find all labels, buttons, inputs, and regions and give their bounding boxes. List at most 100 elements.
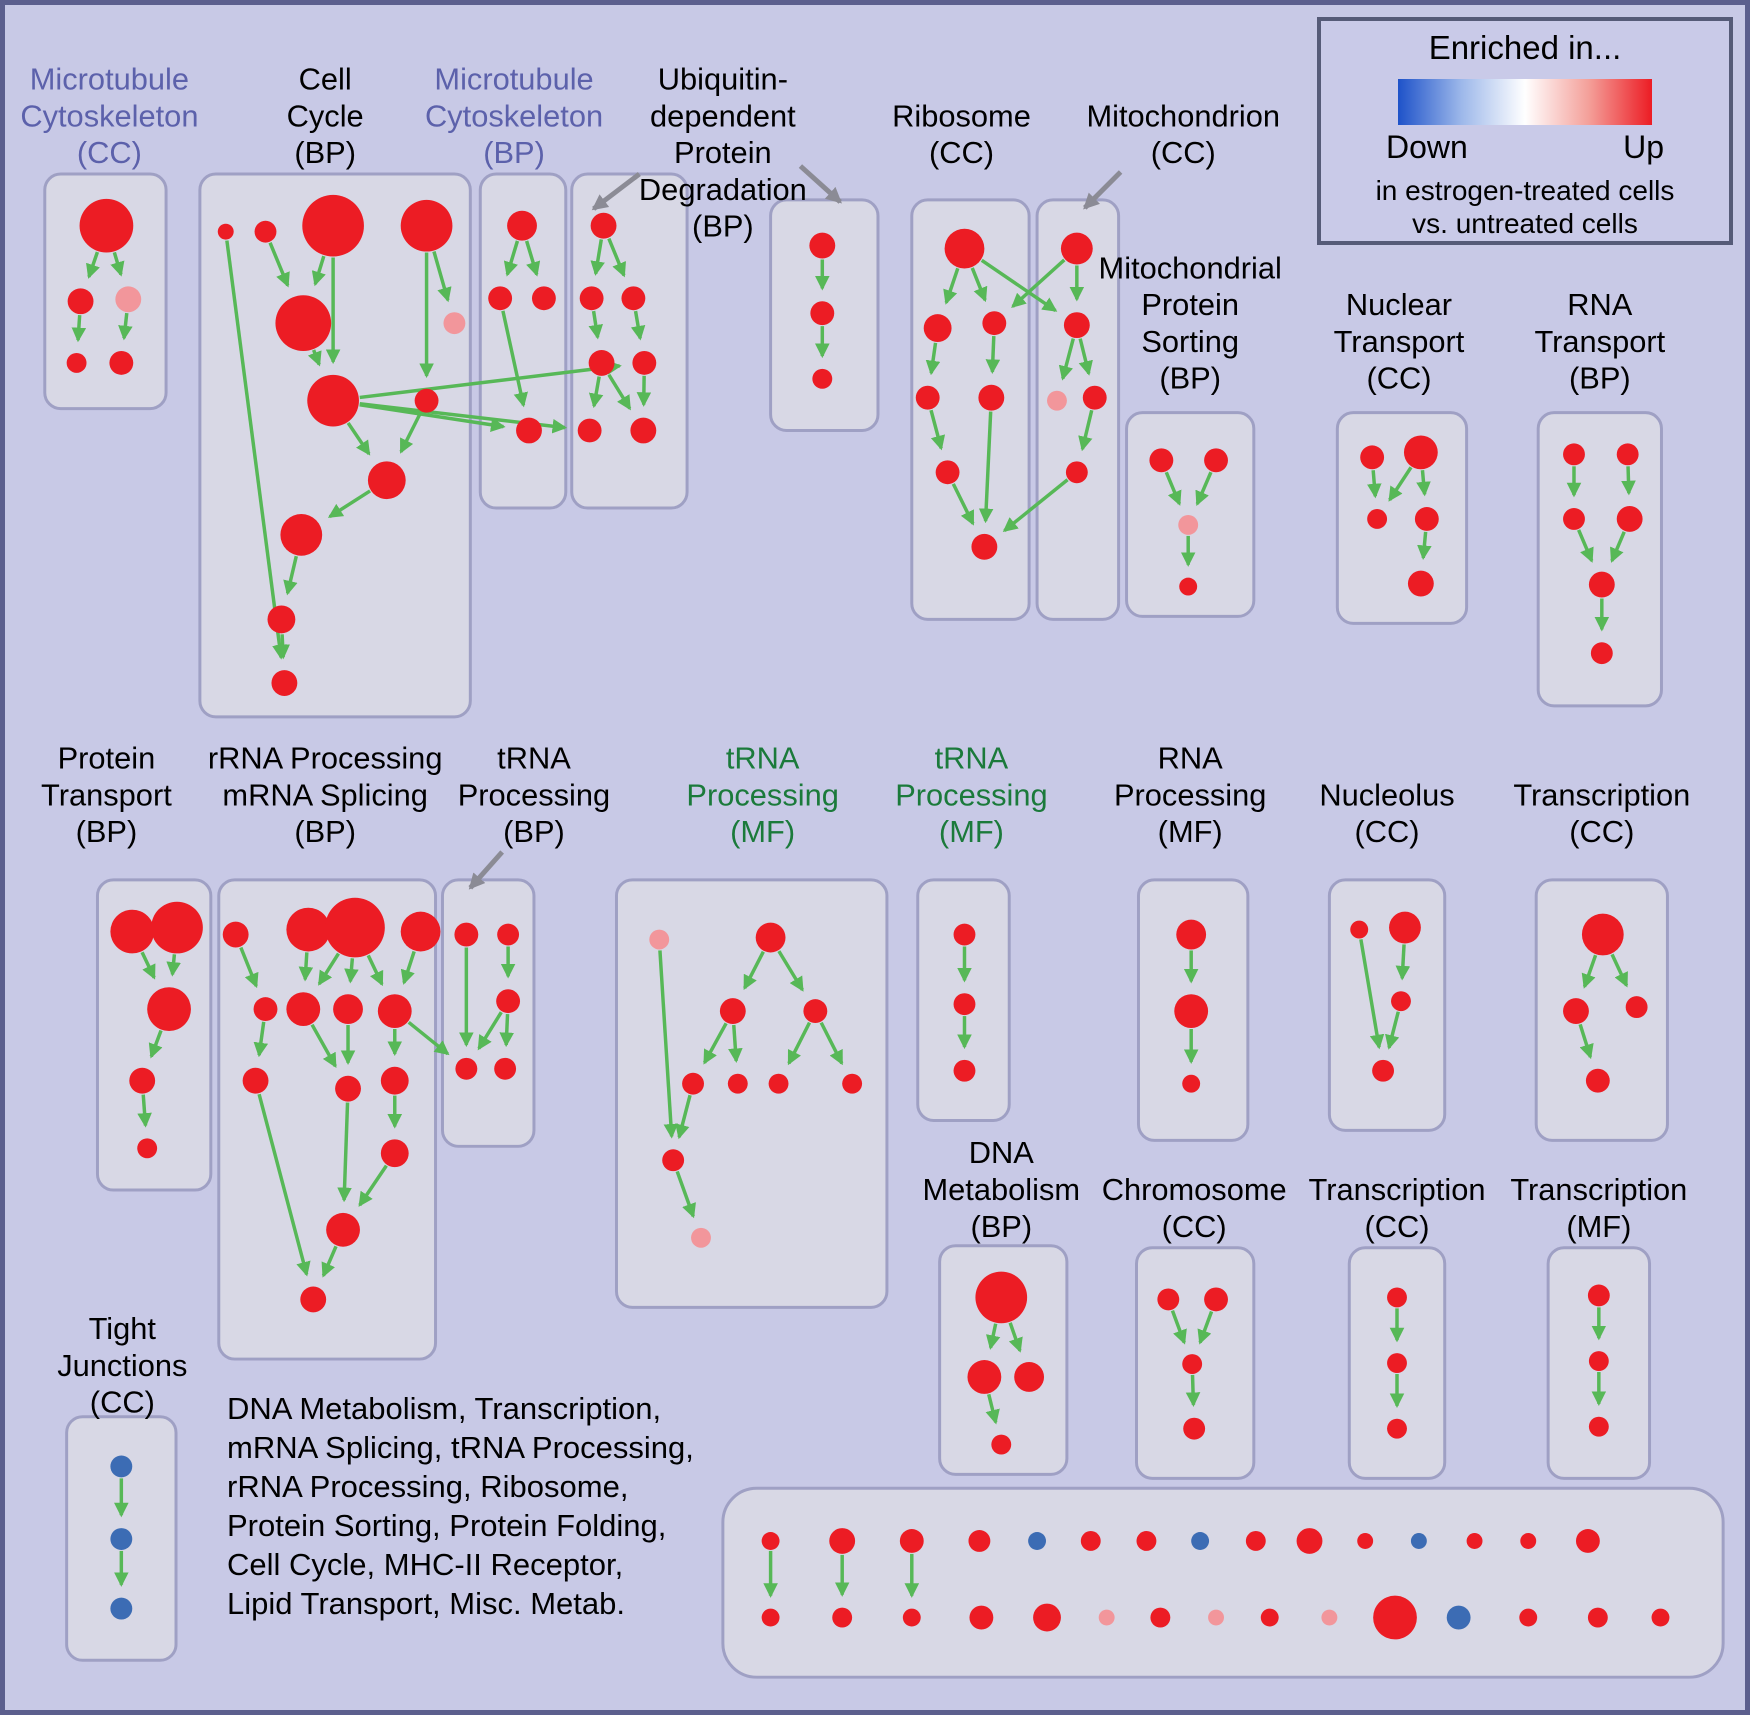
cluster-label-cell-cycle-bp: Cell Cycle (BP) — [287, 62, 364, 171]
network-diagram-canvas: Microtubule Cytoskeleton (CC) Cell Cycle (BP)… — [20, 62, 1725, 1679]
edge-arrow — [346, 421, 371, 456]
go-term-node — [1414, 507, 1439, 531]
go-term-node — [1519, 1608, 1538, 1627]
go-term-node — [809, 232, 836, 259]
edge-arrow — [925, 342, 941, 376]
edge-arrow — [978, 411, 994, 524]
go-term-node — [1387, 1287, 1407, 1308]
go-term-node — [1047, 390, 1067, 411]
cluster-label-chromosome-cc: Chromosome (CC) — [1102, 1172, 1287, 1244]
edge-arrow — [432, 251, 452, 303]
cluster-label-transcription-cc-2: Transcription (CC) — [1309, 1172, 1486, 1244]
go-term-node — [1063, 312, 1090, 339]
edge-arrow — [986, 1323, 1001, 1350]
go-term-node — [129, 1067, 156, 1094]
annotation-arrow — [798, 164, 842, 204]
edge-arrow — [588, 376, 604, 409]
go-term-node — [1616, 443, 1639, 466]
legend-subtitle-line-2: vs. untreated cells — [1412, 208, 1638, 239]
go-term-node — [1367, 509, 1388, 529]
go-term-node — [271, 670, 298, 696]
go-term-node — [254, 220, 277, 243]
go-term-node — [590, 212, 617, 239]
go-term-node — [829, 1528, 856, 1554]
cluster-box-cell-cycle-bp — [198, 172, 472, 719]
edge-arrow — [344, 958, 359, 984]
go-term-node — [971, 533, 998, 560]
cluster-label-ubiquitin-dependent-protein-degradation-bp: Ubiquitin-dependent Protein Degradation (BP… — [639, 62, 807, 244]
edge-arrow — [366, 954, 384, 987]
edge-arrow — [929, 409, 946, 451]
go-term-node — [286, 907, 331, 952]
go-term-node — [975, 1271, 1028, 1324]
edge-arrow — [728, 1024, 743, 1064]
edge-arrow — [321, 1245, 338, 1278]
go-term-node — [621, 286, 646, 311]
go-term-node — [1403, 435, 1438, 470]
edge-arrow — [310, 1023, 337, 1069]
cluster-label-nuclear-transport-cc: Nuclear Transport (CC) — [1334, 287, 1465, 396]
go-term-node — [1590, 642, 1613, 665]
go-term-node — [577, 418, 602, 443]
edge-arrow — [118, 312, 133, 341]
go-term-node — [1065, 461, 1088, 484]
go-term-node — [755, 922, 786, 953]
go-term-node — [630, 417, 657, 444]
legend: Enriched in... Down Up in estrogen-treat… — [1317, 17, 1733, 245]
go-term-node — [1149, 448, 1174, 473]
go-term-node — [649, 929, 670, 950]
go-term-node — [1082, 385, 1107, 410]
go-term-node — [307, 374, 359, 427]
edge-arrow — [298, 952, 314, 982]
legend-title: Enriched in... — [1428, 29, 1622, 66]
go-term-node — [1150, 1607, 1171, 1628]
edge-arrow — [359, 403, 506, 432]
go-term-node — [286, 992, 321, 1027]
cluster-label-rrna-processing-mrna-splicing-bp: rRNA Processing mRNA Splicing (BP) — [208, 741, 443, 850]
edge-arrow — [607, 237, 626, 278]
go-term-node — [454, 922, 479, 947]
go-term-node — [923, 314, 952, 343]
edge-arrow — [407, 1020, 450, 1056]
go-term-node — [969, 1605, 994, 1630]
go-term-node — [300, 1286, 327, 1313]
edge-arrow — [675, 1170, 696, 1219]
cluster-label-trna-processing-mf-2: tRNA Processing (MF) — [895, 741, 1047, 850]
go-term-node — [1296, 1528, 1323, 1554]
cluster-box-microtubule-cytoskeleton-cc — [43, 172, 168, 411]
edge-arrow — [1002, 478, 1069, 532]
go-term-node — [1176, 919, 1207, 950]
go-term-node — [110, 909, 155, 954]
go-term-node — [217, 223, 234, 240]
legend-gradient-bar — [1398, 79, 1652, 125]
go-term-node — [991, 1434, 1012, 1455]
edge-arrow — [658, 950, 679, 1139]
go-term-node — [67, 288, 94, 315]
go-term-node — [335, 1075, 361, 1102]
edge-arrow — [943, 267, 960, 305]
go-term-node — [1581, 913, 1624, 956]
misc-line-5: Cell Cycle, MHC-II Receptor, — [227, 1547, 624, 1582]
cluster-label-transcription-cc-1: Transcription (CC) — [1513, 777, 1690, 849]
edge-arrow — [71, 315, 87, 343]
edge-arrow — [1185, 1374, 1201, 1407]
go-term-node — [682, 1072, 704, 1095]
go-term-node — [110, 1597, 133, 1620]
cluster-label-microtubule-cytoskeleton-cc: Microtubule Cytoskeleton (CC) — [20, 62, 198, 171]
go-term-node — [953, 993, 976, 1016]
go-term-node — [443, 312, 466, 335]
edge-arrow — [985, 1393, 1000, 1425]
edge-arrow — [1359, 939, 1385, 1050]
go-term-node — [761, 1608, 780, 1627]
edge-arrow — [1577, 529, 1594, 563]
go-term-node — [1563, 508, 1585, 530]
misc-line-1: DNA Metabolism, Transcription, — [227, 1391, 662, 1426]
edge-arrow — [630, 310, 646, 341]
edge-arrow — [588, 310, 603, 340]
legend-up-label: Up — [1623, 129, 1664, 165]
go-term-node — [151, 901, 203, 954]
go-term-node — [944, 228, 985, 269]
cluster-label-rna-transport-bp: RNA Transport (BP) — [1534, 287, 1665, 396]
go-term-node — [1372, 1059, 1395, 1082]
